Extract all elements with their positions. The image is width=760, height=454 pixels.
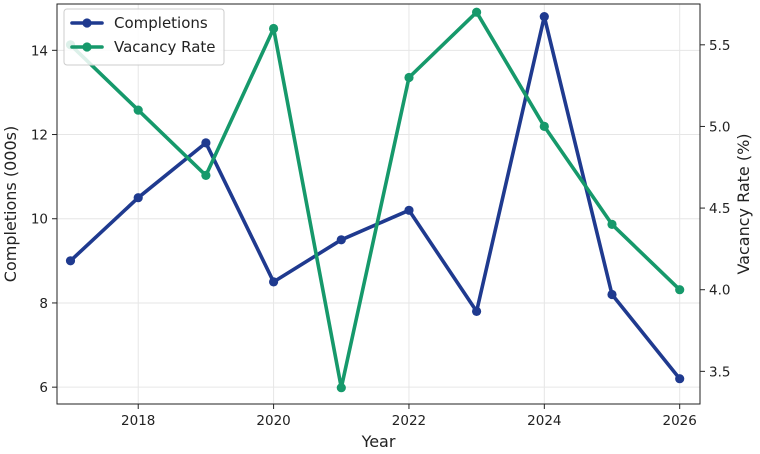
legend-label: Completions [114,14,208,32]
left-y-tick-label: 6 [39,380,48,396]
series-point [201,170,211,180]
series-point [472,7,482,17]
right-y-tick-label: 4.0 [709,283,730,299]
right-y-tick-label: 5.5 [709,38,730,54]
grid-lines [57,4,700,404]
legend-swatch-marker [82,18,92,28]
series-point [336,383,346,393]
left-y-axis-label: Completions (000s) [1,126,20,282]
x-tick-label: 2018 [121,413,155,429]
series-point [675,285,685,295]
series-point [269,23,279,34]
series-point [133,193,143,203]
series-point [269,277,279,287]
legend-box [63,8,225,66]
series-point [607,289,617,300]
series-point [404,72,414,83]
x-tick-label: 2026 [663,413,697,429]
x-tick-label: 2020 [256,413,290,429]
x-axis-label: Year [361,432,396,451]
left-y-tick-label: 10 [31,212,48,228]
axes: 2018 2020 2022 2024 2026 6 8 10 12 14 3.5 4.0 4.5 5.0… [31,38,731,429]
right-y-tick-label: 3.5 [709,364,730,380]
plot-frame [56,3,701,405]
legend-label: Vacancy Rate [114,38,216,56]
series-point [201,138,211,148]
legend-swatch-marker [82,42,92,52]
right-y-axis-label: Vacancy Rate (%) [734,133,753,274]
series-point [133,105,143,115]
right-y-tick-label: 4.5 [709,201,730,217]
legend-entry: Vacancy Rate [70,38,216,56]
series-point [472,306,482,316]
series-point [404,205,414,215]
left-y-tick-label: 12 [31,128,48,144]
series-lines [65,7,685,393]
series-point [539,12,549,22]
left-y-tick-label: 14 [31,43,48,59]
x-tick-label: 2024 [527,413,561,429]
series-point [607,219,617,229]
legend-entry: Completions [70,14,208,32]
series-point [336,235,346,245]
x-tick-label: 2022 [392,413,426,429]
series-line [68,10,682,390]
right-y-tick-label: 5.0 [709,119,730,135]
series-point [675,374,685,384]
legend: Completions Vacancy Rate [63,8,225,66]
legend-items: Completions Vacancy Rate [70,14,216,56]
series-point [539,121,549,131]
series-point [65,256,76,266]
left-y-tick-label: 8 [39,296,48,312]
